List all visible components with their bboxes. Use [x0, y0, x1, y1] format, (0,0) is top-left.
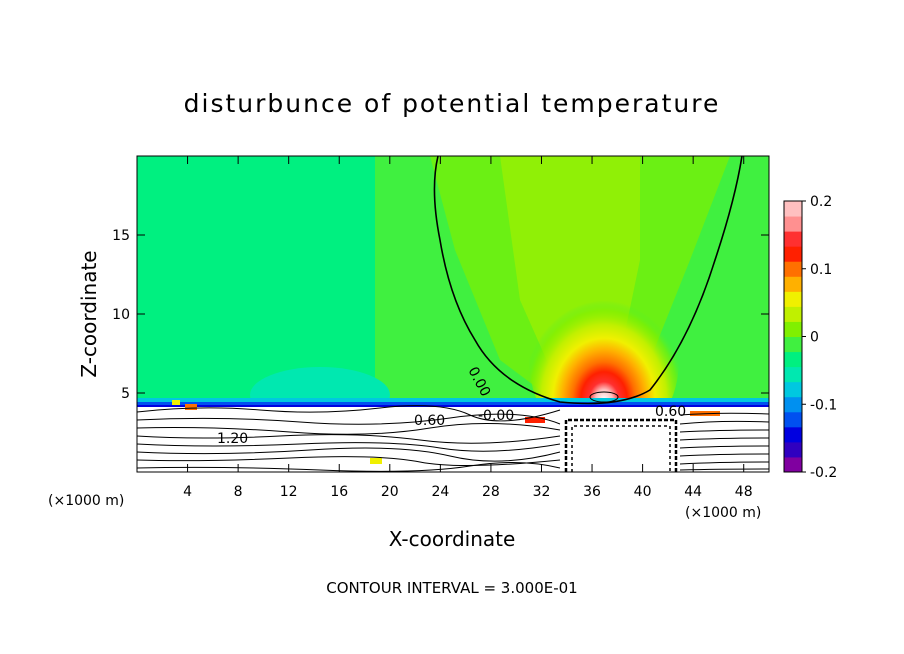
colorbar-tick-label: -0.2 [810, 465, 837, 481]
colorbar-swatch [784, 411, 802, 428]
x-axis-label: X-coordinate [389, 527, 516, 551]
x-unit-left: (×1000 m) [48, 493, 124, 509]
x-ticks: 4 8 12 16 20 24 28 32 36 40 44 48 [183, 156, 753, 500]
colorbar-swatch [784, 426, 802, 443]
colorbar-swatch [784, 276, 802, 292]
colorbar-swatch [784, 456, 802, 473]
contour-lines [137, 405, 769, 472]
colorbar-swatch [784, 201, 802, 217]
y-tick-label: 15 [112, 228, 130, 244]
colorbar-swatch [784, 261, 802, 277]
x-tick-label: 32 [533, 484, 551, 500]
colorbar-tick-label: -0.1 [810, 397, 837, 413]
x-tick-label: 4 [183, 484, 192, 500]
colorbar-swatch [784, 336, 802, 353]
x-tick-label: 12 [280, 484, 298, 500]
y-axis-label: Z-coordinate [77, 250, 101, 377]
cool-layer-navy [137, 405, 769, 407]
colorbar-swatch [784, 216, 802, 232]
x-tick-label: 44 [684, 484, 702, 500]
colorbar-swatch [784, 306, 802, 322]
x-tick-label: 36 [583, 484, 601, 500]
colorbar: 0.2 0.1 0 -0.1 -0.2 [783, 194, 837, 481]
plot-area [137, 156, 769, 472]
obstacle [566, 420, 676, 472]
x-tick-label: 8 [234, 484, 243, 500]
colorbar-tick-label: 0.1 [810, 262, 832, 278]
y-ticks: 5 10 15 [112, 228, 769, 402]
speck [172, 400, 180, 405]
cool-layer-cyan [137, 398, 769, 402]
colorbar-swatch [784, 246, 802, 262]
x-tick-label: 28 [482, 484, 500, 500]
colorbar-swatch [784, 291, 802, 307]
contour-label: 1.20 [217, 431, 248, 447]
contour-label: -0.00 [478, 408, 514, 424]
colorbar-swatch [784, 441, 802, 458]
cool-layer-blue [137, 402, 769, 405]
contour-interval-note: CONTOUR INTERVAL = 3.000E-01 [326, 579, 577, 597]
speck [185, 404, 197, 410]
x-unit-right: (×1000 m) [685, 505, 761, 521]
obstacle-outline [564, 418, 678, 472]
zero-contour [433, 156, 743, 405]
anomaly-core-contour [589, 391, 619, 403]
colorbar-swatch [784, 366, 802, 383]
colorbar-swatch [784, 231, 802, 247]
x-tick-label: 40 [634, 484, 652, 500]
contour-label: 0.60 [655, 404, 686, 420]
colorbar-swatch [784, 321, 802, 337]
colorbar-swatch [784, 381, 802, 398]
colorbar-swatch [784, 351, 802, 368]
y-tick-label: 10 [112, 307, 130, 323]
x-tick-label: 24 [431, 484, 449, 500]
chart-title: disturbunce of potential temperature [184, 89, 721, 118]
contour-label: 0.60 [414, 413, 445, 429]
y-tick-label: 5 [121, 386, 130, 402]
x-tick-label: 48 [735, 484, 753, 500]
colorbar-swatch [784, 396, 802, 413]
colorbar-tick-label: 0.2 [810, 194, 832, 210]
x-tick-label: 16 [330, 484, 348, 500]
x-tick-label: 20 [381, 484, 399, 500]
colorbar-tick-label: 0 [810, 330, 819, 346]
speck [370, 458, 382, 464]
speck [525, 417, 545, 423]
